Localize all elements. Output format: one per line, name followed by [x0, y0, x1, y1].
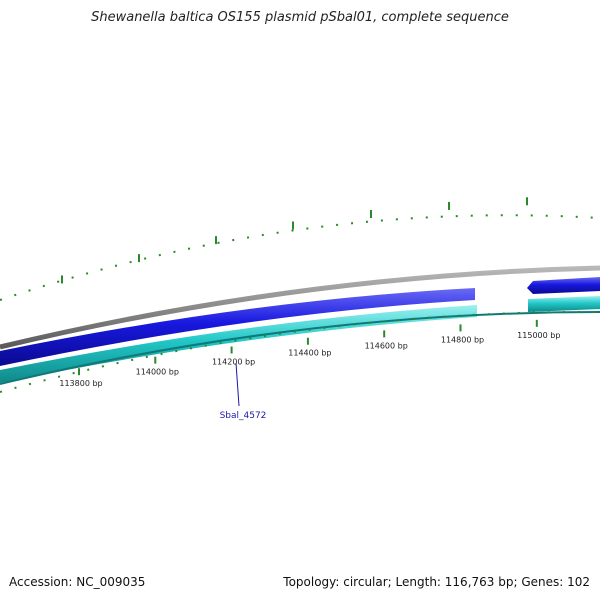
backbone-ring	[0, 265, 600, 350]
gc-content-peaks	[61, 197, 528, 284]
gene-label-sbal-4572[interactable]: Sbal_4572	[220, 411, 267, 421]
ruler-label-114600: 114600 bp	[365, 341, 408, 350]
forward-gene-next[interactable]	[527, 277, 600, 294]
ruler-label-114400: 114400 bp	[288, 349, 331, 358]
accession-text: Accession: NC_009035	[9, 575, 146, 589]
ruler-label-115000: 115000 bp	[517, 331, 560, 340]
reverse-strand-baseline	[0, 311, 600, 385]
ruler-label-114200: 114200 bp	[212, 358, 255, 367]
gene-label-leader	[235, 362, 240, 407]
ruler-label-114000: 114000 bp	[136, 368, 179, 377]
ruler-ticks: 113800 bp 114000 bp 114200 bp 114400 bp 1146…	[59, 319, 560, 388]
reverse-gene-next[interactable]	[528, 296, 600, 312]
topology-text: Topology: circular; Length: 116,763 bp; …	[283, 575, 590, 589]
ruler-label-114800: 114800 bp	[441, 335, 484, 344]
map-title: Shewanella baltica OS155 plasmid pSbal01…	[91, 10, 509, 25]
forward-gene-sbal-4572[interactable]	[0, 288, 475, 366]
gc-content-ring	[0, 214, 600, 301]
ruler-label-113800: 113800 bp	[59, 379, 102, 388]
